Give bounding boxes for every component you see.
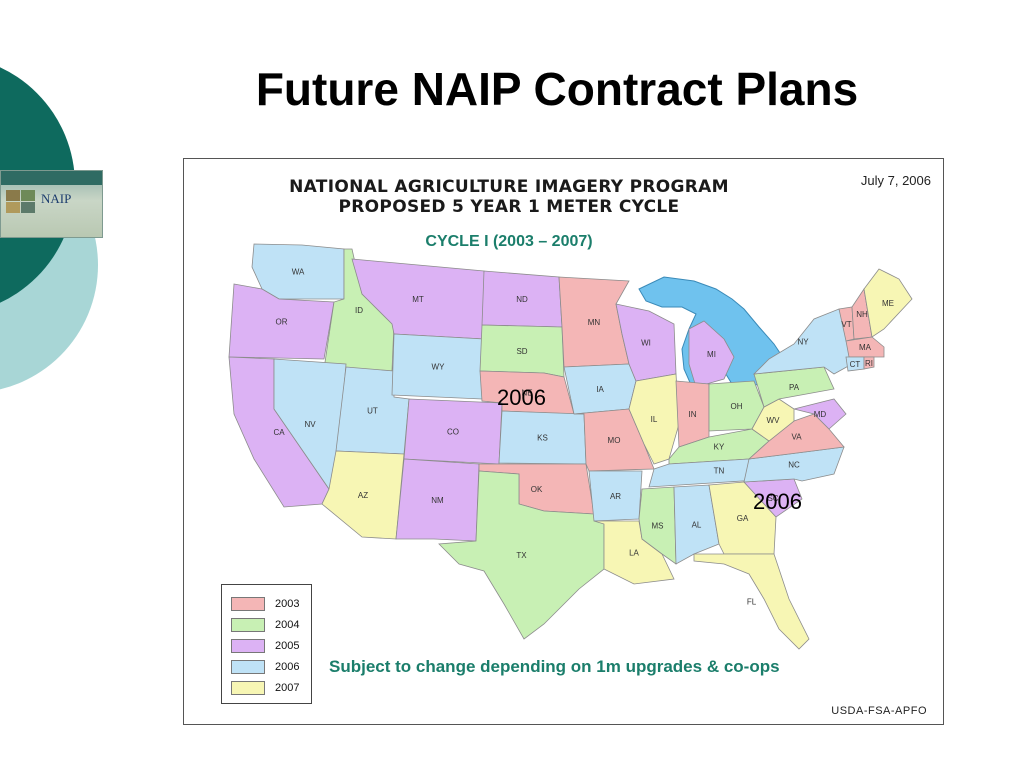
map-title: NATIONAL AGRICULTURE IMAGERY PROGRAM PRO… xyxy=(284,177,734,217)
state-label-ct: CT xyxy=(850,360,861,369)
logo-band xyxy=(1,171,102,185)
callout-2006-east: 2006 xyxy=(753,489,802,514)
legend-swatch xyxy=(231,681,265,695)
legend-swatch xyxy=(231,639,265,653)
logo-wordmark: NAIP xyxy=(41,191,72,206)
state-label-tn: TN xyxy=(714,467,725,476)
state-label-id: ID xyxy=(355,306,363,315)
state-label-ky: KY xyxy=(714,443,725,452)
state-label-ut: UT xyxy=(367,407,378,416)
legend-year: 2006 xyxy=(275,661,300,673)
state-label-la: LA xyxy=(629,549,639,558)
state-label-ks: KS xyxy=(537,434,548,443)
state-label-wa: WA xyxy=(292,268,305,277)
state-label-nv: NV xyxy=(304,420,316,429)
legend-swatch xyxy=(231,618,265,632)
state-label-co: CO xyxy=(447,428,459,437)
legend-year: 2005 xyxy=(275,640,300,652)
state-label-va: VA xyxy=(791,433,802,442)
state-label-sc: SC xyxy=(767,494,778,503)
state-label-ar: AR xyxy=(610,492,621,501)
state-labels: WA OR CA ID NV UT AZ MT WY CO NM ND SD NE KS OK TX MN IA MO… xyxy=(273,268,894,607)
state-label-ga: GA xyxy=(737,514,749,523)
map-frame: WA OR CA ID NV UT AZ MT WY CO NM ND SD NE KS OK TX MN IA MO… xyxy=(183,158,944,725)
state-label-in: IN xyxy=(689,410,697,419)
state-label-md: MD xyxy=(814,410,827,419)
legend-swatch xyxy=(231,660,265,674)
state-ma xyxy=(845,336,885,358)
state-label-mi: MI xyxy=(707,350,716,359)
states-layer xyxy=(228,243,913,650)
state-label-oh: OH xyxy=(731,402,743,411)
state-label-nd: ND xyxy=(516,295,528,304)
callout-2006-west: 2006 xyxy=(497,385,546,410)
state-label-pa: PA xyxy=(789,383,800,392)
state-label-nh: NH xyxy=(856,310,868,319)
us-map: WA OR CA ID NV UT AZ MT WY CO NM ND SD NE KS OK TX MN IA MO… xyxy=(228,243,913,650)
state-label-ia: IA xyxy=(596,385,604,394)
state-label-tx: TX xyxy=(516,551,527,560)
map-title-line1: NATIONAL AGRICULTURE IMAGERY PROGRAM xyxy=(289,177,729,197)
state-label-or: OR xyxy=(276,318,288,327)
legend-year: 2007 xyxy=(275,682,300,694)
state-label-mo: MO xyxy=(608,436,621,445)
state-label-wi: WI xyxy=(641,339,651,348)
state-label-mn: MN xyxy=(588,318,601,327)
state-label-il: IL xyxy=(651,415,658,424)
state-md xyxy=(793,398,847,430)
state-label-ms: MS xyxy=(652,522,664,531)
legend-year: 2003 xyxy=(275,598,300,610)
state-label-ca: CA xyxy=(273,428,285,437)
state-label-me: ME xyxy=(882,299,894,308)
state-label-wv: WV xyxy=(767,416,781,425)
state-tx xyxy=(438,470,605,640)
state-fl xyxy=(693,553,810,650)
state-wa xyxy=(251,243,345,300)
state-az xyxy=(321,450,405,540)
map-credit: USDA-FSA-APFO xyxy=(831,705,927,717)
map-title-line2: PROPOSED 5 YEAR 1 METER CYCLE xyxy=(338,197,680,217)
change-note: Subject to change depending on 1m upgrad… xyxy=(329,657,780,676)
state-label-ri: RI xyxy=(865,359,873,368)
state-label-mt: MT xyxy=(412,295,424,304)
state-label-vt: VT xyxy=(841,320,851,329)
state-label-ma: MA xyxy=(859,343,872,352)
state-label-sd: SD xyxy=(516,347,527,356)
state-label-ne: NE xyxy=(521,389,532,398)
state-label-wy: WY xyxy=(432,363,446,372)
map-legend: 2003 2004 2005 2006 2007 xyxy=(221,584,312,704)
map-date: July 7, 2006 xyxy=(860,173,931,188)
legend-year: 2004 xyxy=(275,619,300,631)
logo-photos xyxy=(6,190,36,214)
slide-title: Future NAIP Contract Plans xyxy=(255,63,859,115)
legend-swatch xyxy=(231,597,265,611)
cycle-label: CYCLE I (2003 – 2007) xyxy=(425,233,593,250)
state-ri xyxy=(863,356,875,370)
state-label-fl: FL xyxy=(747,598,757,607)
naip-logo: NAIP xyxy=(0,170,103,238)
state-nm xyxy=(395,458,480,542)
state-label-ok: OK xyxy=(531,485,543,494)
state-al xyxy=(673,484,720,565)
state-label-al: AL xyxy=(692,521,702,530)
state-label-nc: NC xyxy=(788,461,800,470)
state-label-az: AZ xyxy=(358,491,368,500)
state-label-ny: NY xyxy=(797,338,809,347)
state-label-nm: NM xyxy=(431,496,444,505)
state-mi xyxy=(688,320,735,388)
